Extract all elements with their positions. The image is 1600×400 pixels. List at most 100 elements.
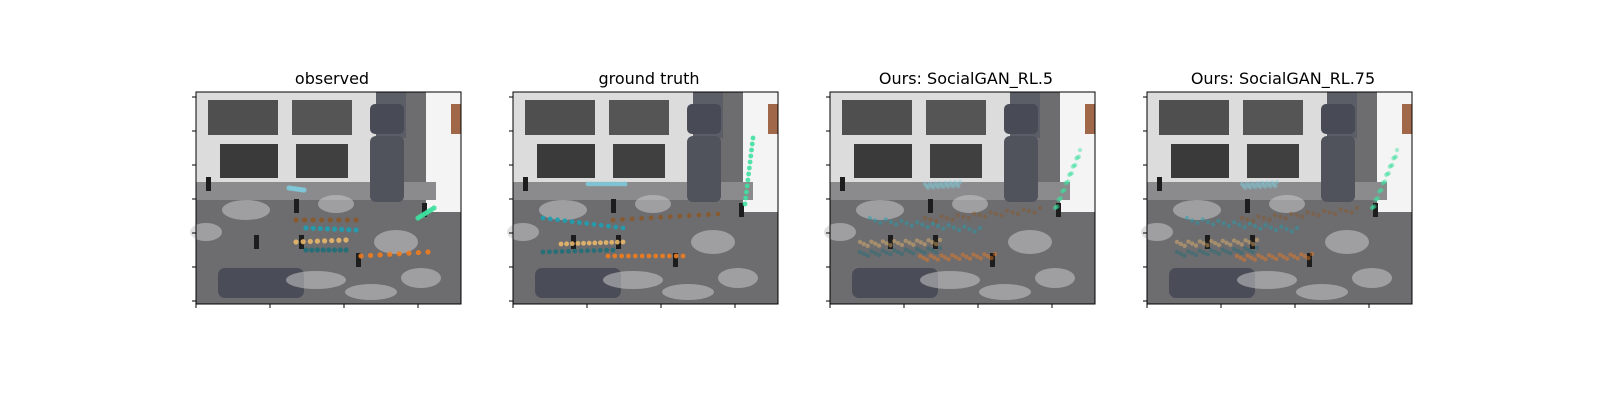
trajectory-point <box>1354 205 1360 211</box>
window <box>842 100 912 135</box>
panel-observed: observed <box>190 0 496 400</box>
trajectory-point <box>1197 248 1203 254</box>
trajectory-point <box>972 211 977 216</box>
trajectory-point <box>1239 215 1245 221</box>
trajectory-point <box>924 183 929 189</box>
parked-car <box>1004 136 1038 202</box>
pedestrian <box>673 253 678 267</box>
scene-photo <box>507 91 779 308</box>
trajectory-point <box>937 237 943 243</box>
trajectory-point <box>1256 214 1261 219</box>
trajectory-point <box>1212 249 1218 255</box>
parked-car <box>1004 104 1038 134</box>
trajectory-point <box>431 205 437 211</box>
trajectory-point <box>918 248 924 254</box>
trajectory-point <box>564 241 570 247</box>
trajectory-point <box>1274 256 1279 262</box>
trajectory-point <box>1250 241 1256 247</box>
trajectory-point <box>748 153 754 159</box>
trajectory-point <box>895 240 901 246</box>
trajectory-point <box>615 181 621 187</box>
trajectory-point <box>666 253 672 259</box>
car <box>218 268 304 298</box>
trajectory-point <box>639 215 645 221</box>
trajectory-point <box>914 238 920 243</box>
trajectory-point <box>1258 226 1263 231</box>
sunlight-patch <box>1269 195 1305 213</box>
parked-car <box>687 136 721 202</box>
trajectory-point <box>936 185 941 190</box>
trajectory-point <box>1391 156 1396 161</box>
trajectory-point <box>966 215 972 221</box>
trajectory-point <box>317 225 323 232</box>
trajectory-point <box>1300 214 1305 219</box>
trajectory-point <box>953 254 958 260</box>
trajectory-point <box>1190 218 1195 223</box>
trajectory-point <box>1373 197 1378 202</box>
trajectory-point <box>1387 164 1393 169</box>
trajectory-point <box>320 247 326 253</box>
trajectory-point <box>1299 252 1304 257</box>
window <box>854 144 912 178</box>
trajectory-point <box>1195 220 1200 226</box>
trajectory-point <box>939 253 944 258</box>
trajectory-point <box>1235 248 1241 254</box>
trajectory-point <box>1254 245 1260 251</box>
trajectory-point <box>569 219 575 225</box>
trajectory-point <box>861 241 867 247</box>
trajectory-point <box>339 226 345 233</box>
trajectory-point <box>1250 249 1256 255</box>
trajectory-point <box>1065 179 1071 184</box>
trajectory-point <box>931 185 936 190</box>
trajectory-point <box>337 247 343 253</box>
trajectory-point <box>1305 210 1310 215</box>
trajectory-point <box>1074 156 1079 161</box>
trajectory-point <box>1261 182 1266 187</box>
trajectory-point <box>620 217 625 222</box>
trajectory-point <box>1384 172 1389 178</box>
sign <box>1402 104 1412 134</box>
trajectory-point <box>983 214 988 219</box>
panel-socialgan-rl-75: Ours: SocialGAN_RL.75 <box>1141 0 1447 400</box>
trajectory-point <box>566 248 571 254</box>
trajectory-point <box>1061 188 1066 193</box>
sunlight-patch <box>318 195 354 213</box>
sunlight-patch <box>635 195 671 213</box>
trajectory-point <box>857 239 863 245</box>
trajectory-point <box>1247 248 1252 253</box>
trajectory-point <box>562 218 568 224</box>
trajectory-point <box>892 238 897 244</box>
trajectory-point <box>883 217 888 222</box>
trajectory-point <box>667 214 673 220</box>
window <box>292 100 352 135</box>
trajectory-point <box>1241 183 1246 189</box>
car <box>535 268 621 298</box>
trajectory-point <box>1375 195 1381 201</box>
trajectory-point <box>892 248 897 253</box>
trajectory-point <box>1246 183 1251 188</box>
trajectory-point <box>581 240 586 246</box>
trajectory-point <box>964 254 969 259</box>
trajectory-point <box>1259 255 1265 260</box>
trajectory-point <box>326 247 332 253</box>
trajectory-point <box>865 253 870 258</box>
trajectory-point <box>745 177 751 183</box>
trajectory-point <box>1254 237 1260 243</box>
trajectory-point <box>1370 205 1376 210</box>
trajectory-point <box>303 225 309 231</box>
trajectory-point <box>744 183 750 189</box>
trajectory-point <box>1250 218 1256 224</box>
trajectory-point <box>942 180 948 186</box>
trajectory-point <box>605 253 611 259</box>
trajectory-point <box>1272 212 1278 218</box>
trajectory-point <box>1209 238 1214 244</box>
trajectory-point <box>1221 221 1226 226</box>
pedestrian <box>990 253 995 267</box>
trajectory-point <box>406 250 412 256</box>
trajectory-point <box>999 213 1004 218</box>
trajectory-point <box>706 212 711 217</box>
sunlight-patch <box>507 223 539 241</box>
trajectory-point <box>1270 254 1275 260</box>
trajectory-point <box>1327 210 1332 215</box>
trajectory-point <box>1376 189 1382 194</box>
